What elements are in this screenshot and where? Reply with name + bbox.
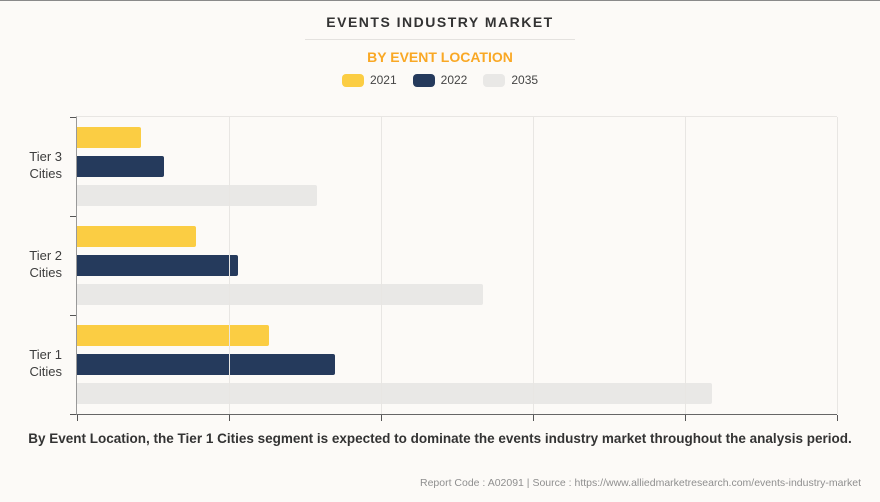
gridline (685, 117, 686, 414)
bar-group-tier-2-cities (77, 216, 837, 315)
bar-2021-tier-2-cities[interactable] (77, 226, 197, 247)
y-axis-tick (70, 216, 76, 217)
bar-2021-tier-3-cities[interactable] (77, 127, 141, 148)
plot-area (70, 116, 838, 421)
bar-group-tier-1-cities (77, 315, 837, 414)
legend-item-2021[interactable]: 2021 (341, 73, 397, 87)
title-divider (305, 39, 575, 40)
bar-2035-tier-3-cities[interactable] (77, 185, 318, 206)
gridline (229, 117, 230, 414)
legend-swatch-2022 (412, 73, 435, 87)
x-axis-tick (837, 415, 838, 421)
bar-2022-tier-2-cities[interactable] (77, 255, 239, 276)
x-axis-tick (229, 415, 230, 421)
page-title: EVENTS INDUSTRY MARKET (326, 14, 554, 30)
gridline (837, 117, 838, 414)
legend-item-2035[interactable]: 2035 (483, 73, 538, 87)
gridline (533, 117, 534, 414)
bar-group-tier-3-cities (77, 117, 837, 216)
bar-2021-tier-1-cities[interactable] (77, 325, 270, 346)
legend-label-2022: 2022 (440, 73, 468, 87)
legend-swatch-2021 (341, 73, 364, 87)
y-axis-tick (70, 315, 76, 316)
bar-2022-tier-1-cities[interactable] (77, 354, 335, 375)
bar-2035-tier-2-cities[interactable] (77, 284, 483, 305)
chart-caption: By Event Location, the Tier 1 Cities seg… (28, 431, 852, 446)
x-axis-tick (685, 415, 686, 421)
legend-item-2022[interactable]: 2022 (412, 73, 468, 87)
legend-swatch-2035 (483, 73, 506, 87)
gridline (381, 117, 382, 414)
bar-2035-tier-1-cities[interactable] (77, 383, 713, 404)
legend-label-2021: 2021 (369, 73, 397, 87)
category-label-tier-2-cities: Tier 2 Cities (29, 247, 62, 280)
bar-2022-tier-3-cities[interactable] (77, 156, 164, 177)
report-source-note: Report Code : A02091 | Source : https://… (419, 477, 861, 489)
x-axis-tick (381, 415, 382, 421)
legend-label-2035: 2035 (511, 73, 539, 87)
x-axis-tick (77, 415, 78, 421)
y-axis-tick (70, 414, 76, 415)
category-label-tier-3-cities: Tier 3 Cities (29, 148, 62, 181)
chart-subtitle: BY EVENT LOCATION (367, 49, 513, 65)
bar-groups (77, 117, 837, 414)
category-labels: Tier 3 Cities Tier 2 Cities Tier 1 Cities (0, 116, 69, 413)
legend: 2021 2022 2035 (0, 73, 880, 87)
y-axis-tick (70, 117, 76, 118)
x-axis-tick (533, 415, 534, 421)
category-label-tier-1-cities: Tier 1 Cities (29, 346, 62, 379)
